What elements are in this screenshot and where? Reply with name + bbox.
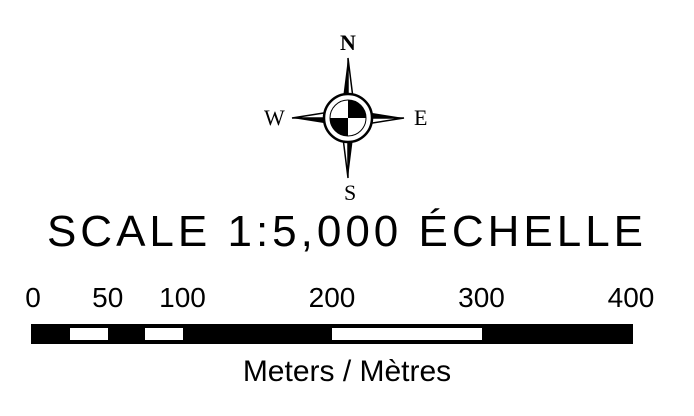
- compass-south-label: S: [344, 180, 357, 205]
- compass-east-label: E: [414, 105, 428, 130]
- scale-tick-label: 100: [159, 282, 206, 313]
- scale-units-label: Meters / Mètres: [242, 355, 452, 388]
- scale-bar-segment: [145, 328, 183, 340]
- scale-tick-label: 50: [92, 282, 124, 313]
- compass-west-label: W: [264, 105, 285, 130]
- scale-tick-label: 400: [607, 282, 655, 313]
- scale-tick-label: 300: [458, 282, 505, 313]
- scale-tick-label: 200: [308, 282, 356, 313]
- scale-title: SCALE 1:5,000 ÉCHELLE: [46, 207, 648, 256]
- compass-north-label: N: [340, 30, 356, 55]
- scale-bar-segment: [332, 328, 482, 340]
- scale-bar-segment: [70, 328, 108, 340]
- scale-bar: [31, 324, 633, 344]
- scale-tick-label: 0: [25, 282, 41, 313]
- compass-rose-icon: [291, 57, 405, 179]
